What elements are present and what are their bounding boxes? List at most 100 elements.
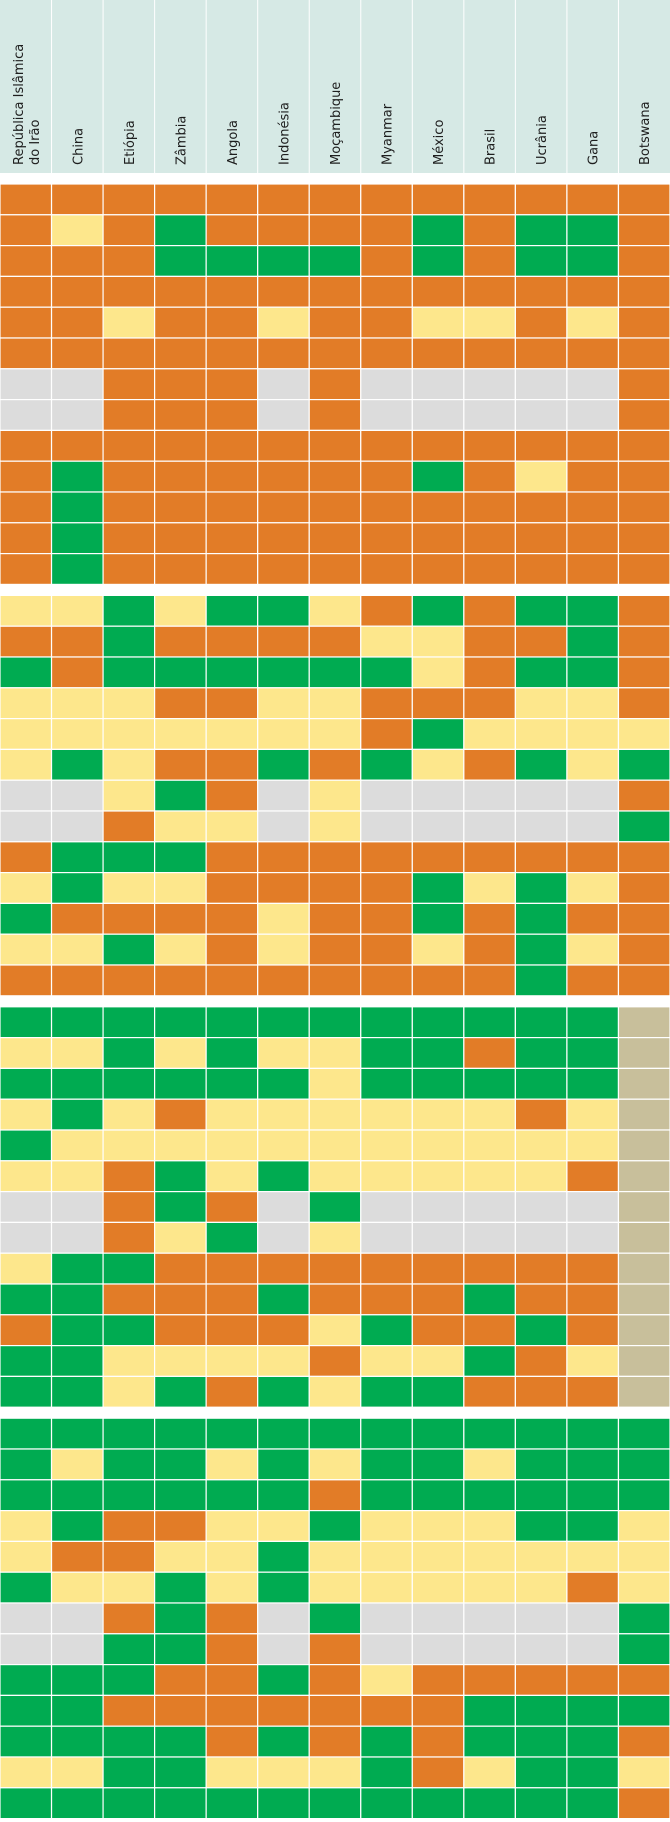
cell — [257, 1725, 310, 1758]
cell — [102, 1190, 156, 1223]
cell — [617, 1221, 670, 1254]
cell — [257, 933, 310, 966]
cell — [205, 552, 259, 585]
cell — [566, 779, 620, 812]
cell — [50, 1417, 104, 1450]
cell — [0, 399, 53, 432]
cell — [411, 964, 465, 997]
cell — [205, 1694, 259, 1727]
cell — [102, 1663, 156, 1696]
cell — [617, 1725, 670, 1758]
cell — [308, 1067, 362, 1100]
cell — [566, 552, 620, 585]
cell — [50, 1571, 104, 1604]
cell — [50, 1375, 104, 1408]
cell — [0, 1098, 53, 1131]
cell — [411, 841, 465, 874]
cell — [360, 748, 413, 781]
column-header: Myanmar — [381, 103, 396, 165]
cell — [0, 1756, 53, 1789]
cell — [257, 1344, 310, 1377]
cell — [463, 1160, 516, 1193]
cell — [514, 1221, 568, 1254]
cell — [360, 871, 413, 904]
cell — [360, 460, 413, 493]
cell — [463, 429, 516, 462]
cell — [514, 656, 568, 689]
cell — [360, 779, 413, 812]
cell — [617, 1571, 670, 1604]
cell — [463, 594, 516, 627]
cell — [617, 1663, 670, 1696]
cell — [514, 1725, 568, 1758]
cell — [411, 1283, 465, 1316]
cell — [0, 1479, 53, 1512]
cell — [0, 1602, 53, 1635]
cell — [50, 1540, 104, 1573]
cell — [617, 779, 670, 812]
cell — [257, 552, 310, 585]
cell — [566, 429, 620, 462]
cell — [617, 337, 670, 370]
cell — [102, 1448, 156, 1481]
cell — [0, 748, 53, 781]
cell — [360, 275, 413, 308]
cell — [411, 1417, 465, 1450]
cell — [617, 399, 670, 432]
cell — [154, 552, 207, 585]
cell — [50, 275, 104, 308]
cell — [463, 1756, 516, 1789]
cell — [566, 748, 620, 781]
cell — [308, 1509, 362, 1542]
cell — [257, 748, 310, 781]
cell — [154, 964, 207, 997]
cell — [154, 1221, 207, 1254]
cell — [360, 1540, 413, 1573]
cell — [463, 625, 516, 658]
cell — [411, 1036, 465, 1069]
cell — [514, 1375, 568, 1408]
cell — [566, 871, 620, 904]
cell — [566, 1036, 620, 1069]
cell — [257, 1160, 310, 1193]
cell — [617, 1633, 670, 1666]
cell — [566, 522, 620, 555]
cell — [566, 656, 620, 689]
cell — [102, 1694, 156, 1727]
cell — [463, 779, 516, 812]
cell — [463, 1252, 516, 1285]
cell — [205, 491, 259, 524]
cell — [463, 245, 516, 278]
cell — [463, 1663, 516, 1696]
cell — [257, 183, 310, 216]
cell — [411, 1006, 465, 1039]
cell — [257, 1252, 310, 1285]
cell — [0, 1190, 53, 1223]
cell — [0, 1787, 53, 1820]
cell — [154, 717, 207, 750]
cell — [360, 902, 413, 935]
cell — [205, 656, 259, 689]
cell — [411, 1602, 465, 1635]
cell — [566, 1314, 620, 1347]
cell — [50, 625, 104, 658]
cell — [411, 1694, 465, 1727]
cell — [617, 1344, 670, 1377]
cell — [102, 810, 156, 843]
cell — [154, 1375, 207, 1408]
column-header: Moçambique — [329, 82, 344, 165]
cell — [154, 214, 207, 247]
cell — [463, 214, 516, 247]
cell — [463, 306, 516, 339]
cell — [50, 1633, 104, 1666]
column-header: México — [432, 120, 447, 165]
cell — [514, 1283, 568, 1316]
cell — [360, 245, 413, 278]
cell — [411, 368, 465, 401]
cell — [566, 625, 620, 658]
cell — [205, 748, 259, 781]
cell — [257, 275, 310, 308]
cell — [0, 687, 53, 720]
cell — [0, 1036, 53, 1069]
cell — [308, 1479, 362, 1512]
